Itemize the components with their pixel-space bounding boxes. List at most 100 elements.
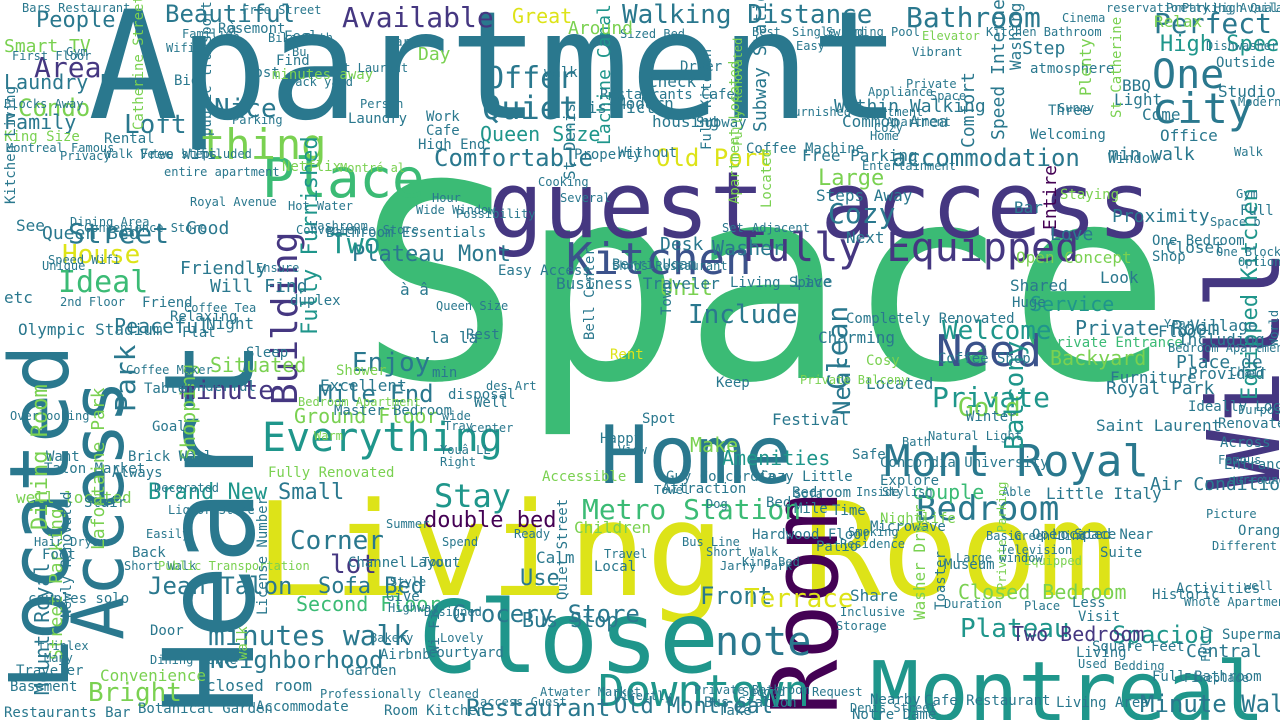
word-family: Family: [4, 110, 77, 134]
word-wonderful: Wonderful: [180, 379, 256, 395]
word-montre-al: Montré al: [340, 161, 406, 175]
word-high-end: High End: [418, 137, 486, 153]
word-kitchen: Kitchen: [566, 234, 752, 285]
word-closed-bedroom: Closed Bedroom: [958, 580, 1127, 604]
word-safe: Safe: [852, 447, 886, 463]
word-bars-restaurant: Bars Restaurant: [22, 1, 131, 15]
word-enjoy: Enjoy: [352, 348, 431, 378]
word-overlooking: Overlooking: [10, 409, 90, 423]
word-a-a: à â: [400, 280, 429, 299]
word-center: center: [470, 421, 514, 435]
word-wide: wide: [442, 409, 471, 423]
word-back: Back: [132, 545, 166, 561]
word-perfect: Perfect: [1154, 7, 1273, 40]
word-table: Table: [144, 381, 187, 397]
word-notre-dame: Notre Dame: [852, 707, 937, 720]
word-check: Check: [648, 72, 697, 91]
word-bright: Bright: [88, 678, 182, 708]
word-shared: Shared: [1010, 276, 1068, 295]
word-winter: Winter: [966, 409, 1017, 425]
word-property: Property: [574, 147, 642, 163]
word-activities: Activities: [1176, 581, 1261, 597]
word-living-space: Living Space: [730, 275, 832, 291]
word-excellent: Excellent: [320, 376, 407, 395]
word-king-size: King Size: [4, 129, 80, 145]
word-foot: Foot: [42, 547, 76, 563]
word-take: Take: [718, 703, 752, 719]
word-walk: walk: [235, 626, 251, 660]
word-closed-room: closed room: [206, 676, 312, 695]
word-located: Located: [866, 374, 934, 393]
word-gold: Gold: [958, 393, 1021, 423]
word-live: Live: [794, 272, 833, 291]
word-ideal: Ideal: [58, 265, 149, 300]
word-parking-available: Parking Available: [1182, 1, 1280, 15]
word-access-guest: access Guest: [480, 695, 567, 709]
word-view: View: [618, 443, 647, 457]
word-atmosphere: atmosphere: [1030, 61, 1115, 77]
word-dining-table: Dining Table: [150, 653, 237, 667]
word-window: Window: [1108, 151, 1159, 167]
word-highway: Highway: [388, 601, 439, 615]
word-sofa: Sofa: [794, 487, 823, 501]
word-keep: Keep: [716, 375, 750, 391]
word-single-bed: Single Bed: [792, 25, 865, 39]
word-minute: minute: [180, 376, 274, 406]
word-license-number: License Number: [255, 496, 271, 615]
word-living-area: Living Area: [1056, 695, 1149, 711]
word-comfort: Comfort: [958, 72, 979, 148]
word-cinema: Cinema: [1062, 11, 1106, 25]
word-basement: Basement: [10, 679, 78, 695]
word-living: Living: [1076, 645, 1127, 661]
word-summer: Summer: [386, 517, 430, 531]
word-washer: Washer: [712, 236, 785, 260]
word-bedroom: Bedroom: [916, 489, 1060, 529]
word-atwater-market: Atwater Market: [540, 685, 642, 699]
word-botanical-garden: Botanical Garden: [138, 701, 273, 717]
word-possibility: Possibility: [456, 207, 536, 221]
word-montreal-famous: Montreal Famous: [6, 141, 115, 155]
word-floor: Floor: [1158, 322, 1207, 341]
word-best: Best: [752, 25, 781, 39]
word-open-concept: Open Concept: [1016, 248, 1132, 267]
word-spaciou: Spaciou: [1112, 621, 1214, 649]
word-bars: Bars: [388, 35, 417, 49]
word-walk: Walk: [1234, 145, 1263, 159]
word-purpose: Purpose: [1238, 403, 1280, 417]
word-want: Want: [46, 449, 80, 465]
word-inclusive: Inclusive: [840, 605, 906, 619]
word-hour: Hour: [432, 191, 461, 205]
word-gym: Gym: [1236, 187, 1258, 201]
word-bakery: Bakery: [370, 631, 414, 645]
word-accommodation: accommodation: [892, 144, 1080, 172]
word-located-near: Located Near: [1052, 527, 1154, 543]
word-modern-kitchen: Modern Kitchen: [1238, 95, 1280, 109]
word-apartment: Apartment: [886, 115, 952, 129]
word-dog: Dog: [706, 497, 728, 511]
word-district: district: [578, 98, 656, 117]
word-mont-royal: Mont Royal: [884, 436, 1149, 487]
word-stair: Stair: [84, 495, 127, 511]
word-old-montreal: Old Montreal: [614, 694, 773, 719]
word-coffee-shop: Coffee Shop: [938, 351, 1031, 367]
word-set: Set: [722, 221, 744, 235]
word-flat: Flat: [182, 325, 216, 341]
word-easy: Easy: [796, 39, 825, 53]
word-easy-access: Easy Access: [498, 263, 591, 279]
word-speed-internet: Speed Internet: [988, 0, 1009, 140]
word-green-line: Green Line: [1014, 529, 1087, 543]
word-restaurants-bar: Restaurants Bar: [4, 705, 131, 720]
word-three: Three: [1048, 103, 1091, 119]
word-designed: Designed: [424, 605, 482, 619]
word-whole-apartment: Whole Apartment: [1184, 595, 1280, 609]
word-elevator: Elevator: [922, 29, 980, 43]
word-back-yard: back yard: [288, 75, 354, 89]
word-ideally-located: Ideally Located: [1188, 399, 1280, 415]
word-patio: Patio: [816, 539, 859, 555]
word-renovated: Renovated: [1218, 416, 1280, 432]
word-equipped: Equipped: [1024, 554, 1082, 568]
word-sleep: Sleep: [246, 345, 289, 361]
word-situated: Situated: [210, 353, 307, 377]
word-bus-stop: Bus Stop: [522, 608, 619, 632]
